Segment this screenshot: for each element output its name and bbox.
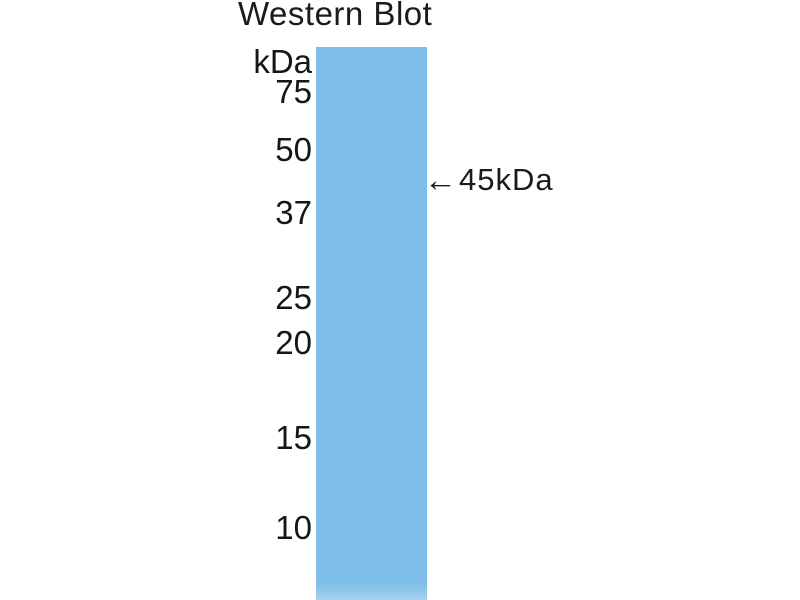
gel-lane bbox=[316, 47, 427, 600]
figure-title: Western Blot bbox=[238, 0, 433, 32]
ladder-unit-label: kDa bbox=[253, 43, 312, 80]
ladder-marker-50: 50 bbox=[275, 131, 312, 168]
ladder-marker-75: 75 bbox=[275, 73, 312, 110]
band-size-label: 45kDa bbox=[459, 162, 554, 197]
ladder-marker-37: 37 bbox=[275, 194, 312, 231]
ladder-marker-20: 20 bbox=[275, 324, 312, 361]
ladder-marker-10: 10 bbox=[275, 509, 312, 546]
protein-band bbox=[347, 171, 394, 184]
left-arrow-icon: ← bbox=[424, 161, 458, 198]
ladder-marker-15: 15 bbox=[275, 419, 312, 456]
ladder-marker-25: 25 bbox=[275, 279, 312, 316]
band-annotation: ← 45kDa bbox=[424, 163, 554, 197]
